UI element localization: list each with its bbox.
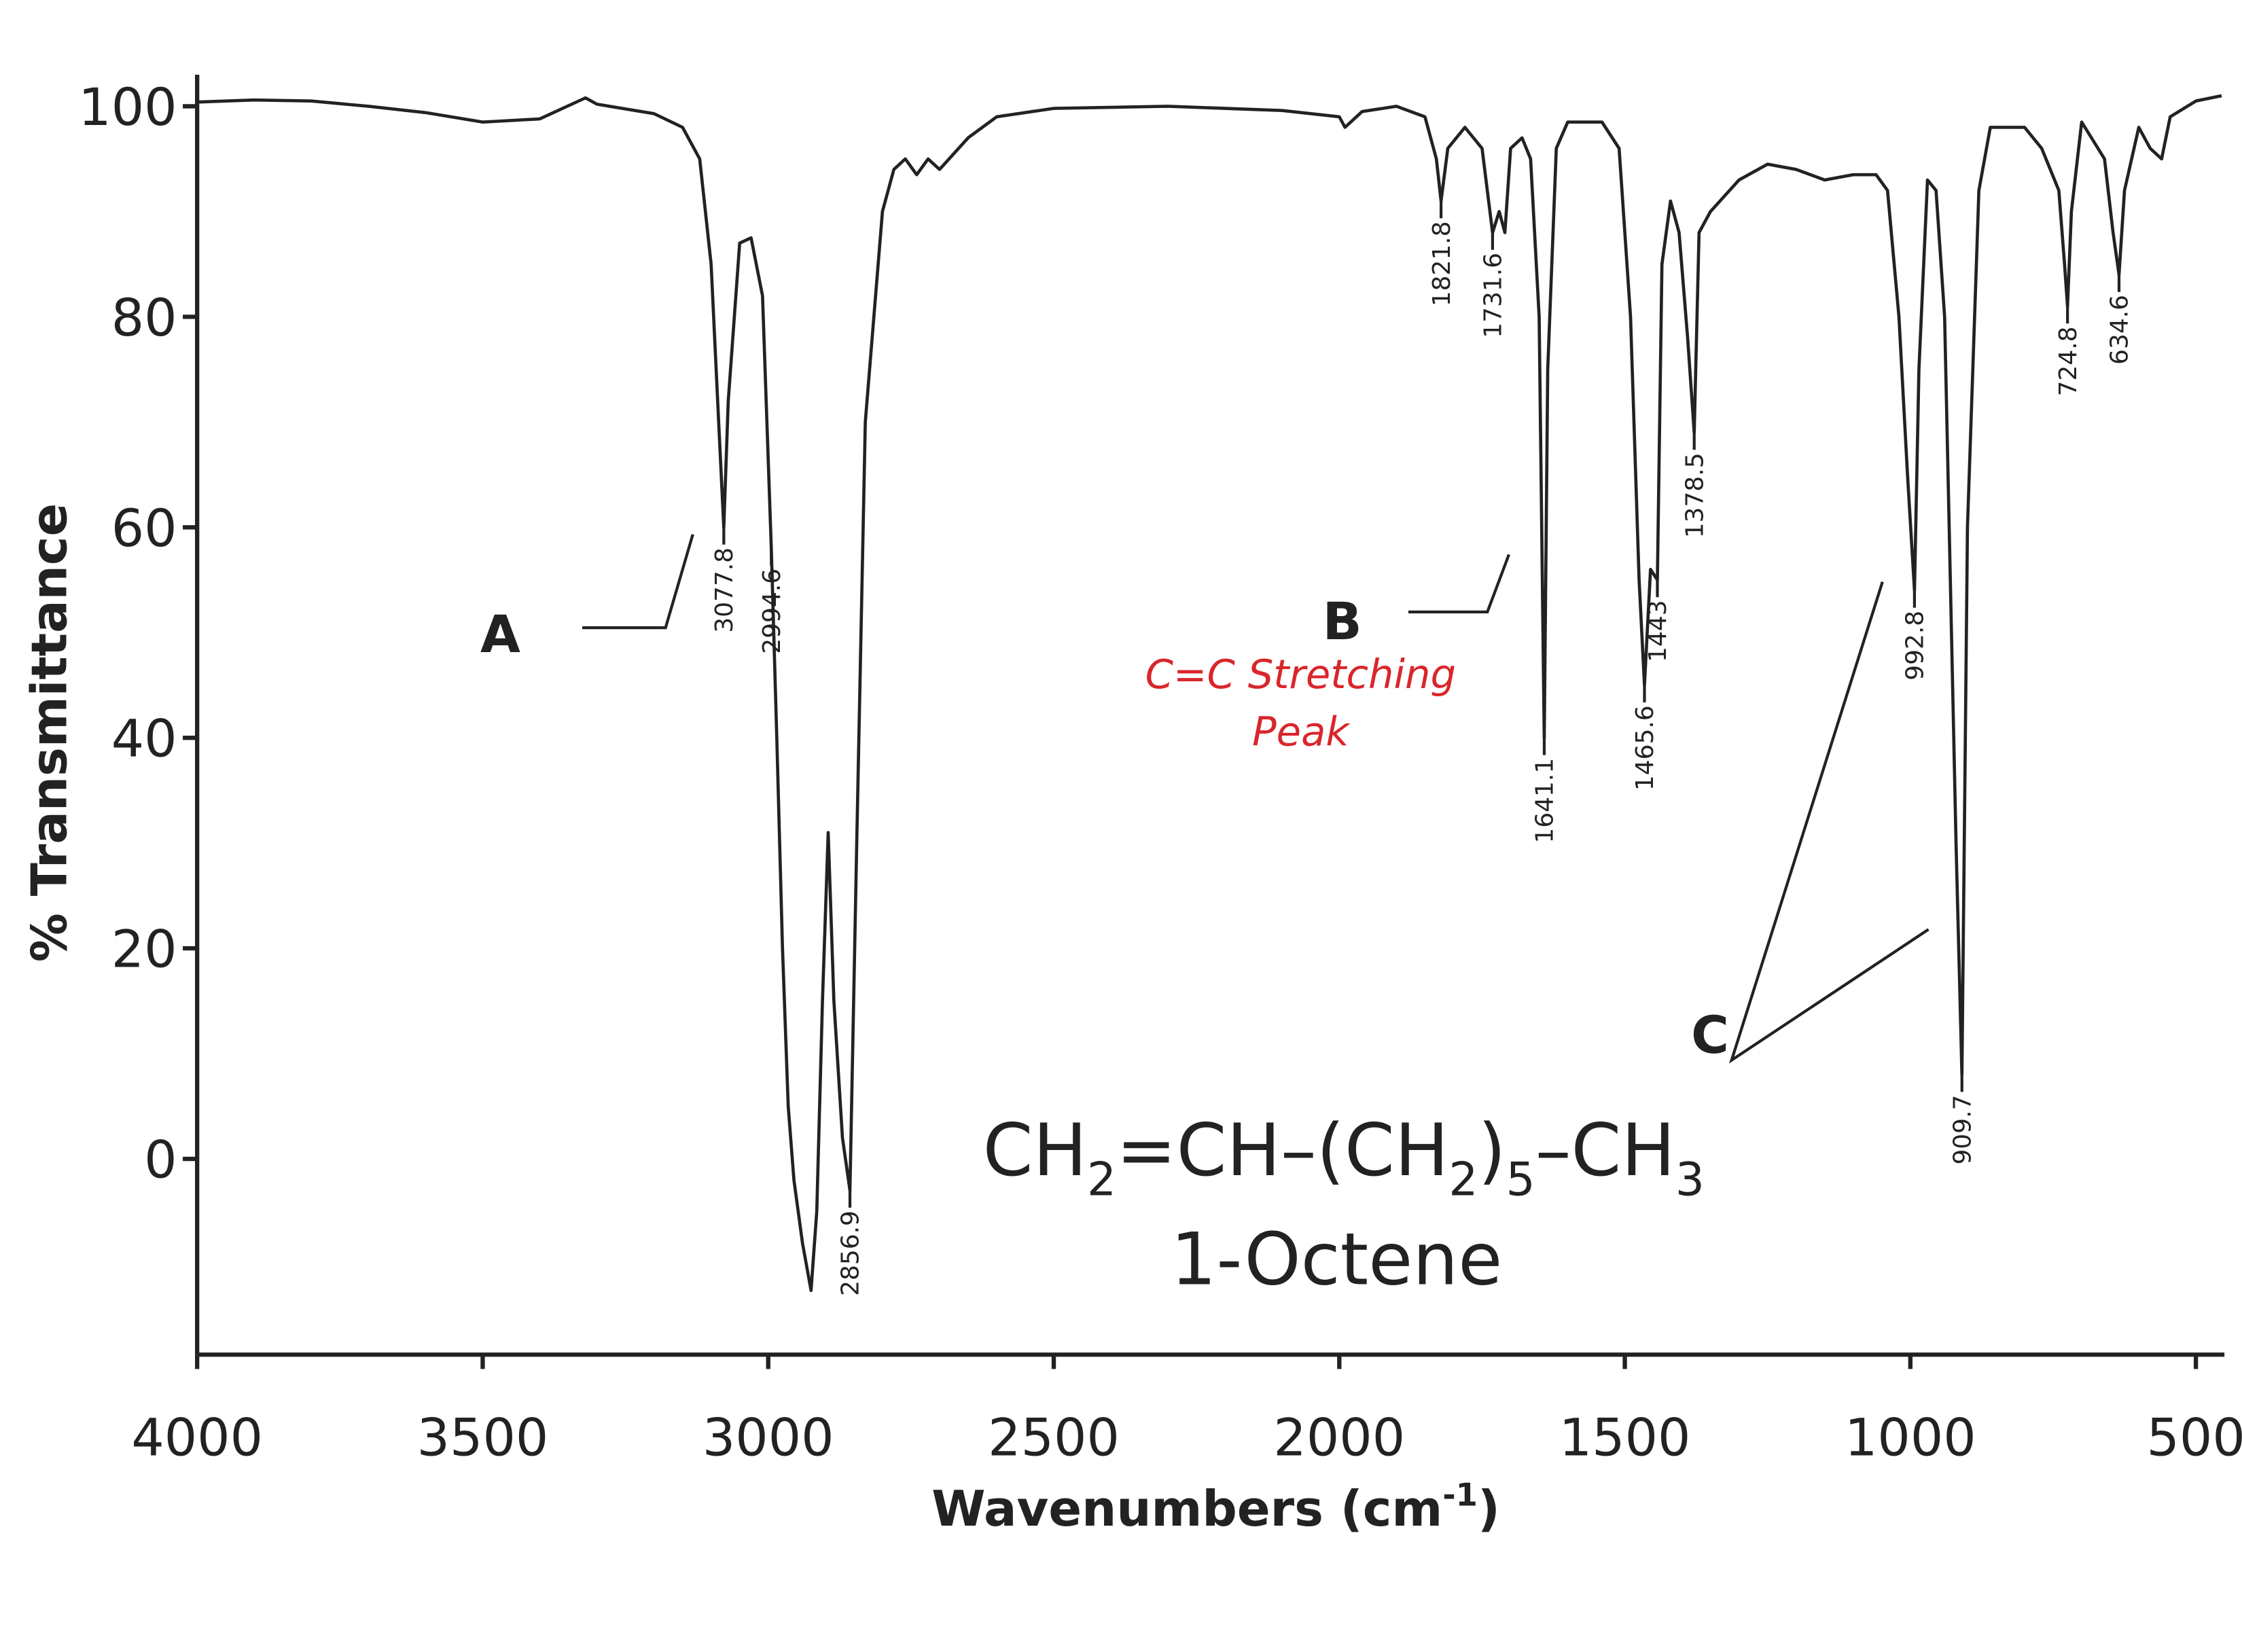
formula-subscript: 2 — [1087, 1152, 1116, 1206]
y-tick-label: 60 — [111, 498, 177, 558]
y-tick-label: 80 — [111, 287, 177, 348]
x-tick-label: 3000 — [702, 1407, 834, 1467]
formula-text: CH — [983, 1109, 1087, 1192]
peak-label: 724.8 — [2054, 326, 2082, 396]
pointer — [1728, 581, 1929, 1064]
peak-label: 2994.6 — [758, 569, 786, 654]
x-axis-title-end: ) — [1478, 1480, 1500, 1537]
formula-subscript: 2 — [1448, 1152, 1478, 1206]
y-tick-label: 100 — [78, 77, 177, 137]
y-tick-label: 0 — [144, 1130, 177, 1190]
compound-name: 1-Octene — [1171, 1218, 1502, 1301]
annotation-a: A — [480, 604, 520, 664]
x-tick-label: 3500 — [417, 1407, 549, 1467]
peak-label: 1378.5 — [1681, 452, 1709, 538]
x-tick-label: 2500 — [988, 1407, 1120, 1467]
annotation-c: C — [1691, 1005, 1729, 1065]
peak-label: 1443 — [1644, 600, 1672, 662]
x-tick-label: 4000 — [131, 1407, 263, 1467]
annotation-note: C=C Stretching — [1145, 651, 1456, 698]
x-axis-title-text: Wavenumbers (cm — [931, 1480, 1442, 1537]
x-axis-title: Wavenumbers (cm-1) — [931, 1476, 1500, 1537]
peak-label: 1641.1 — [1531, 758, 1559, 844]
formula-subscript: 3 — [1675, 1152, 1705, 1206]
peak-label: 634.6 — [2106, 295, 2134, 365]
formula: CH2=CH–(CH2)5–CH3 — [983, 1109, 1705, 1206]
peak-label: 909.7 — [1949, 1095, 1976, 1165]
peak-label: 1821.8 — [1428, 221, 1456, 307]
x-tick-label: 1000 — [1845, 1407, 1976, 1467]
x-tick-label: 1500 — [1559, 1407, 1691, 1467]
peak-label: 992.8 — [1902, 611, 1929, 681]
formula-subscript: 5 — [1506, 1152, 1535, 1206]
annotation-b: B — [1323, 591, 1362, 651]
formula-text: =CH–(CH — [1116, 1109, 1448, 1192]
pointer — [1408, 554, 1510, 614]
formula-text: ) — [1478, 1109, 1506, 1192]
formula-text: –CH — [1535, 1109, 1675, 1192]
pointer — [582, 534, 694, 630]
peak-label: 1465.6 — [1631, 705, 1659, 791]
x-axis-title-sup: -1 — [1442, 1476, 1478, 1513]
peak-label: 2856.9 — [837, 1210, 865, 1296]
y-tick-label: 20 — [111, 919, 177, 980]
x-tick-label: 500 — [2146, 1407, 2242, 1467]
peak-label: 1731.6 — [1480, 253, 1508, 338]
x-tick-label: 2000 — [1273, 1407, 1405, 1467]
spectrum-line — [197, 94, 2222, 1293]
peak-label: 3077.8 — [711, 547, 739, 633]
y-axis-title: % Transmittance — [21, 503, 78, 962]
annotation-note: Peak — [1252, 708, 1351, 755]
y-tick-label: 40 — [111, 708, 177, 769]
